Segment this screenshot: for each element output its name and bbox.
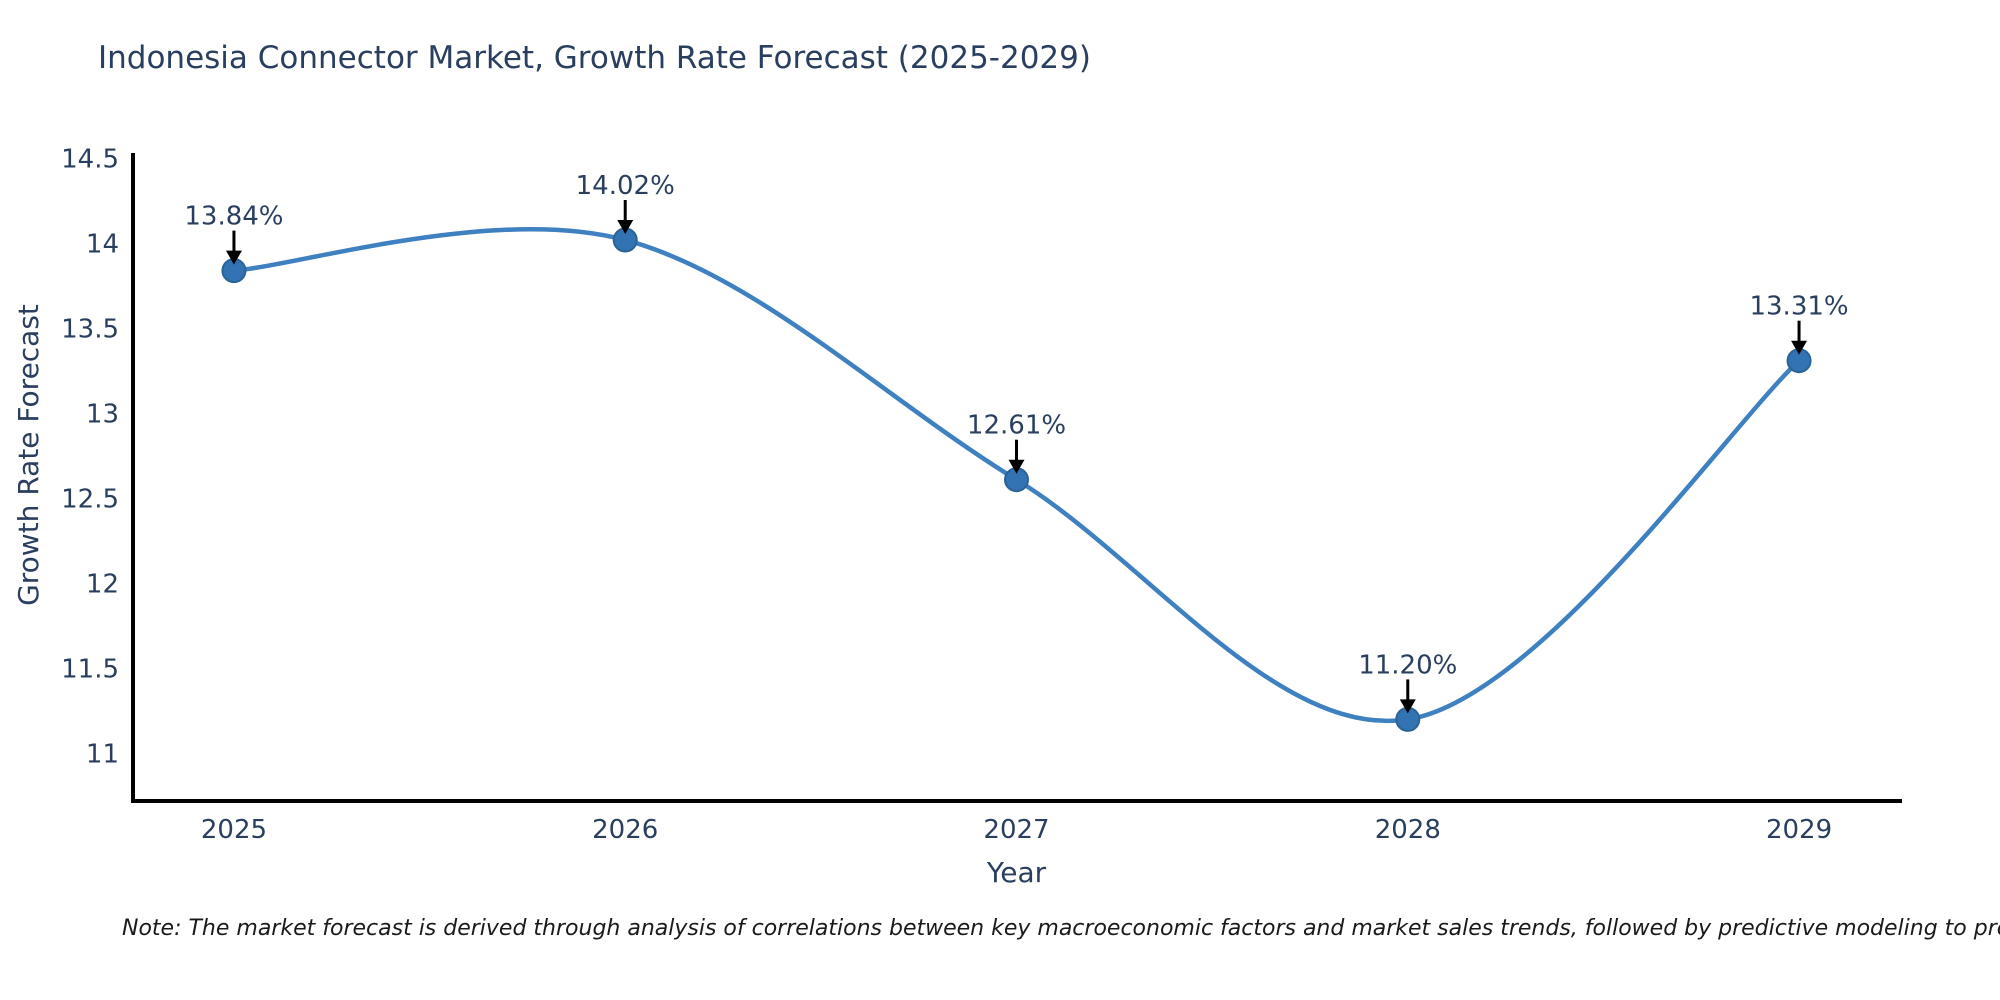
growth-rate-line-chart: 14.5 14 13.5 13 12.5 12 11.5 11 2025 2026 2027 2028… xyxy=(12,144,1902,889)
y-tick-label: 12 xyxy=(86,569,119,599)
data-point-label: 14.02% xyxy=(576,171,675,201)
forecast-line xyxy=(233,227,1801,724)
y-tick-label: 12.5 xyxy=(61,484,119,514)
data-point-label: 11.20% xyxy=(1358,650,1457,680)
data-point-label: 13.84% xyxy=(184,202,283,232)
x-axis-title: Year xyxy=(986,856,1047,889)
footnote: Note: The market forecast is derived thr… xyxy=(122,916,2000,941)
annotation-arrowhead-icon xyxy=(617,220,634,234)
annotation-arrowhead-icon xyxy=(1008,459,1025,474)
annotation-arrowhead-icon xyxy=(225,250,242,265)
axis-spines xyxy=(131,153,1902,803)
y-tick-label: 13.5 xyxy=(61,314,119,344)
chart-title: Indonesia Connector Market, Growth Rate … xyxy=(98,40,1091,76)
data-point-label: 12.61% xyxy=(967,411,1066,441)
y-tick-label: 11.5 xyxy=(61,654,119,684)
x-tick-label: 2026 xyxy=(592,815,658,845)
x-tick-label: 2027 xyxy=(983,815,1049,845)
x-tick-label: 2029 xyxy=(1766,815,1832,845)
y-axis-title: Growth Rate Forecast xyxy=(12,304,45,606)
annotation-arrowhead-icon xyxy=(1791,340,1808,355)
y-tick-label: 13 xyxy=(86,399,119,429)
annotation-arrowhead-icon xyxy=(1399,699,1416,714)
y-tick-label: 14 xyxy=(86,229,119,259)
y-tick-label: 11 xyxy=(86,739,119,769)
y-tick-label: 14.5 xyxy=(61,144,119,174)
x-tick-label: 2025 xyxy=(201,815,267,845)
data-point-label: 13.31% xyxy=(1749,292,1848,322)
x-tick-label: 2028 xyxy=(1375,815,1441,845)
